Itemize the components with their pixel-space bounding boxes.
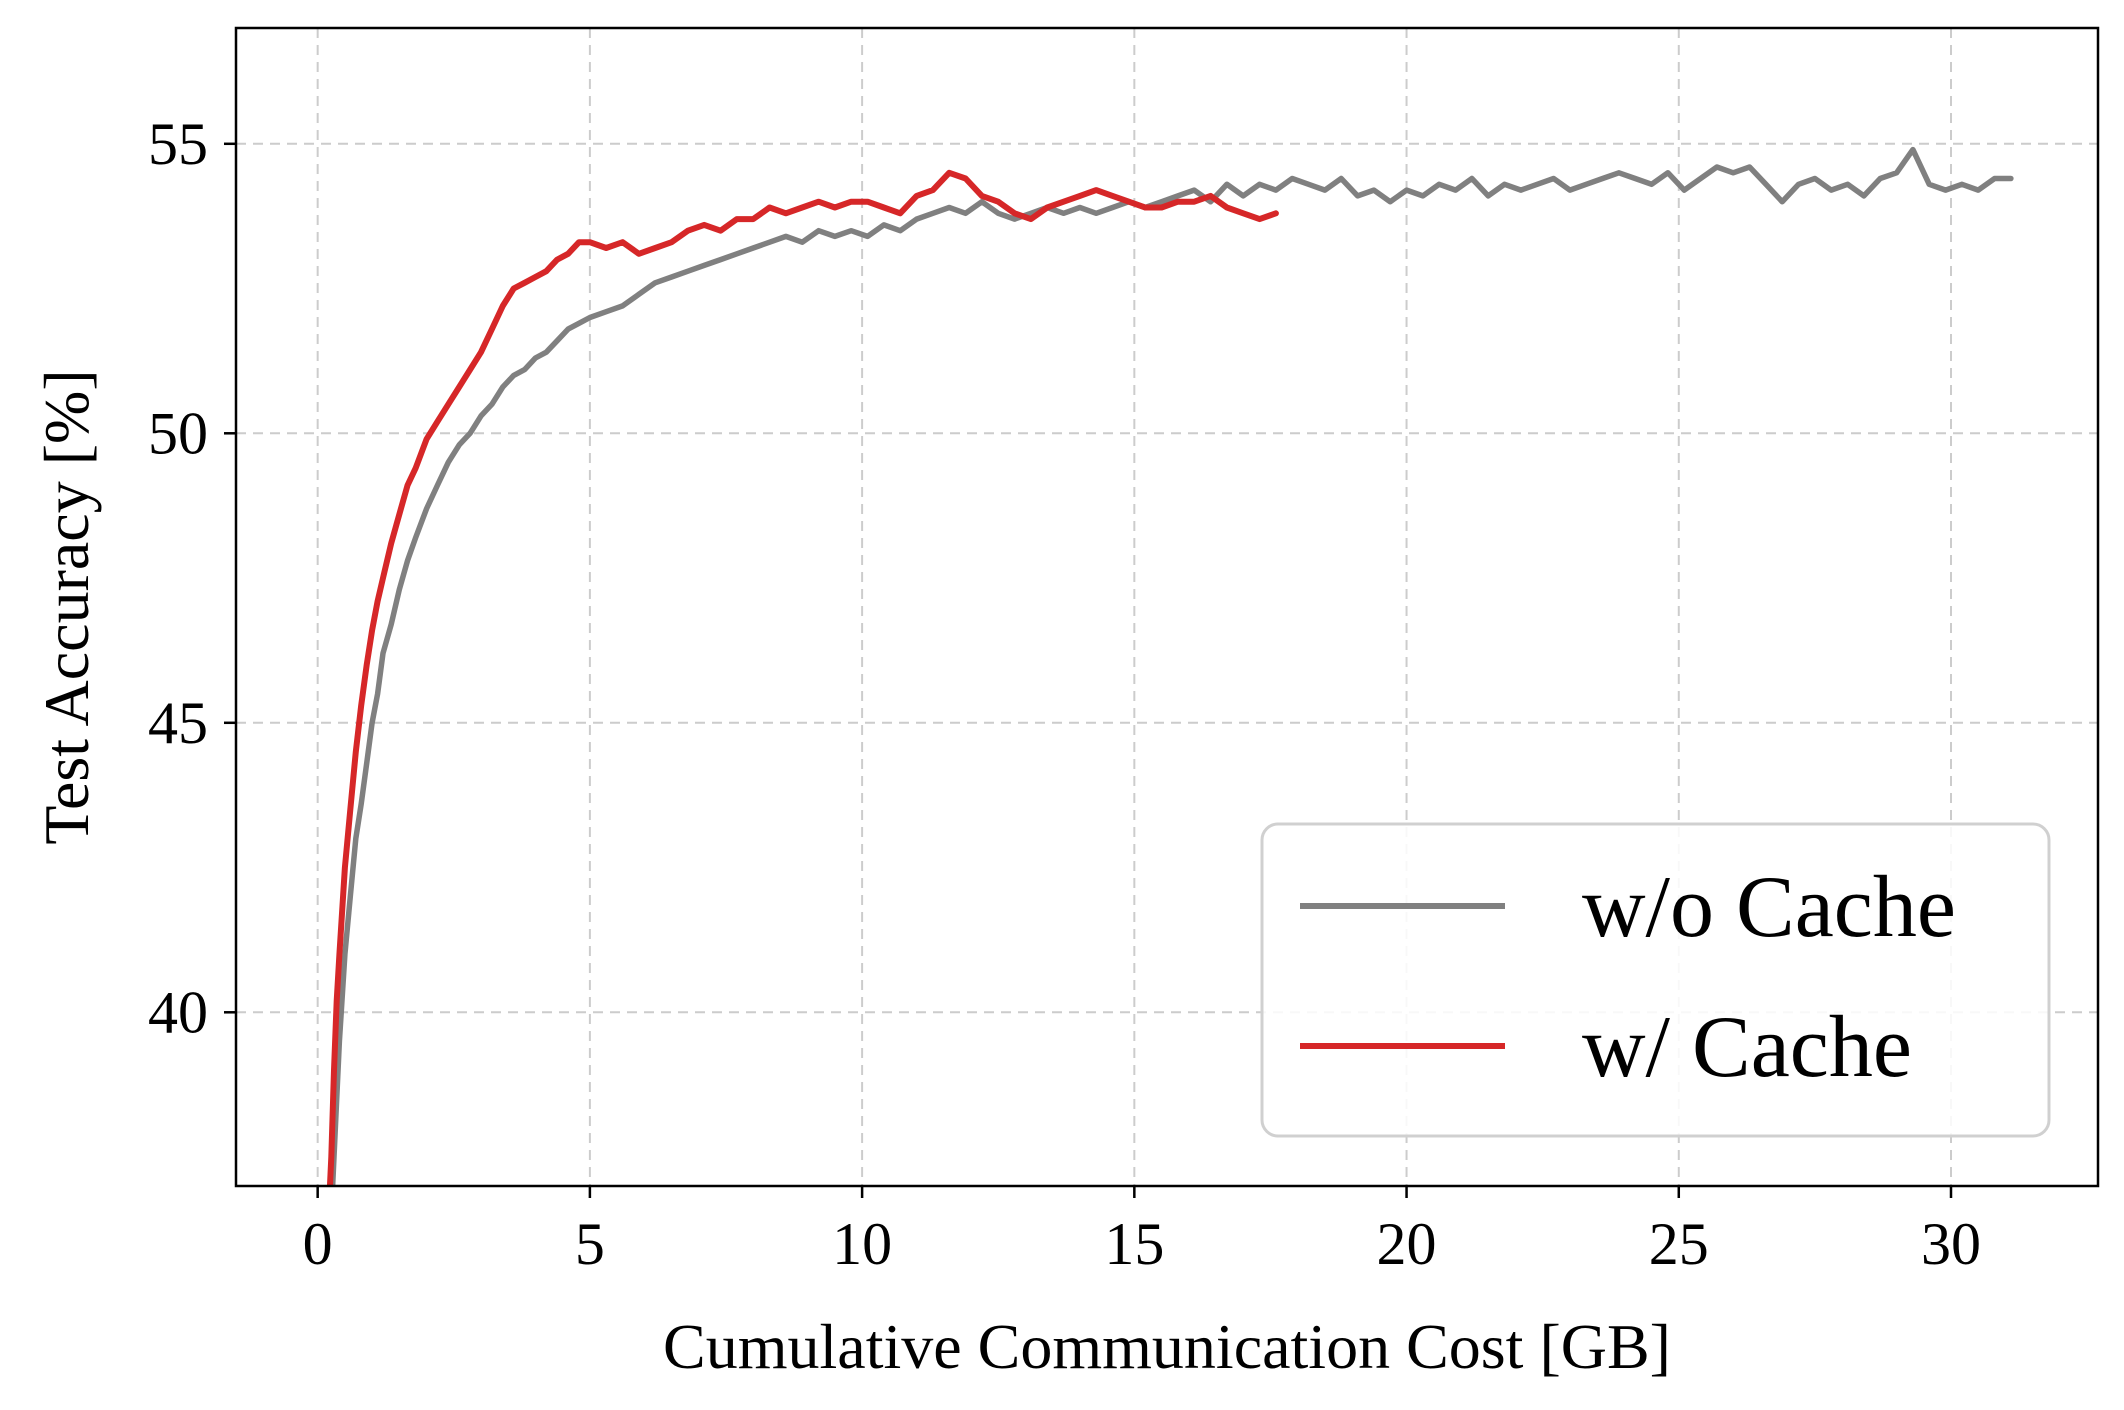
y-tick-label: 40 <box>148 979 208 1045</box>
x-tick-label: 0 <box>303 1211 333 1277</box>
grid <box>236 28 2098 1186</box>
x-tick-label: 30 <box>1921 1211 1981 1277</box>
x-tick-label: 25 <box>1649 1211 1709 1277</box>
y-tick-label: 50 <box>148 400 208 466</box>
series-line-wo-cache <box>329 146 2014 1186</box>
x-tick-label: 5 <box>575 1211 605 1277</box>
plot-frame <box>234 26 2100 1188</box>
x-tick-label: 15 <box>1104 1211 1164 1277</box>
y-tick-label: 45 <box>148 690 208 756</box>
ticks: 0 5 10 15 20 25 30 40 45 50 55 <box>148 111 1981 1277</box>
legend-label-w-cache: w/ Cache <box>1582 999 1912 1096</box>
series-layer <box>326 146 2014 1186</box>
x-tick-label: 10 <box>832 1211 892 1277</box>
legend-box <box>1260 822 2051 1138</box>
x-tick-label: 20 <box>1377 1211 1437 1277</box>
x-axis-label: Cumulative Communication Cost [GB] <box>663 1311 1671 1382</box>
y-tick-label: 55 <box>148 111 208 177</box>
series-line-w-cache <box>326 169 1279 1186</box>
y-axis-label: Test Accuracy [%] <box>31 369 102 844</box>
legend: w/o Cache w/ Cache <box>1260 822 2051 1138</box>
legend-label-wo-cache: w/o Cache <box>1582 859 1956 956</box>
